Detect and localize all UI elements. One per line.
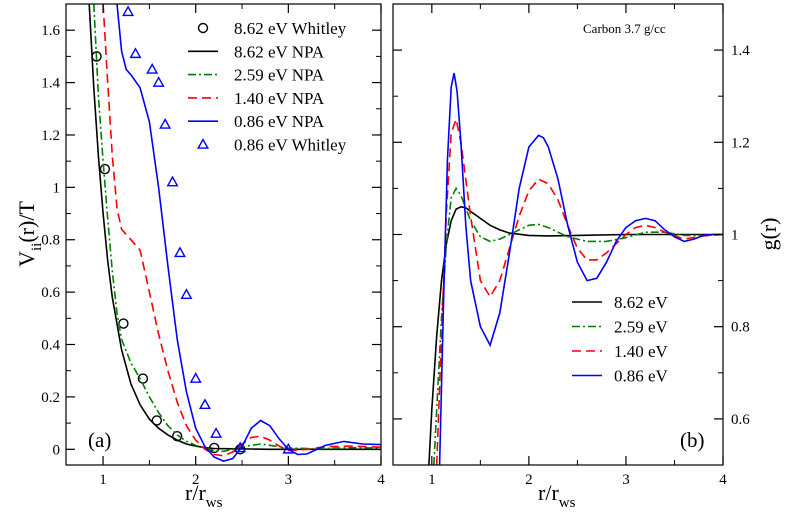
panel-a-frame xyxy=(65,3,382,466)
panel-a-series-0-86-ev-whitley-point xyxy=(122,5,135,17)
panel-b-series-1-40-ev-line xyxy=(435,116,723,465)
panel-a-legend-0-86-ev-whitley-swatch xyxy=(197,138,209,149)
panel-a-x-tick-label: 4 xyxy=(377,472,385,488)
panel-a-series-8-62-ev-whitley-point xyxy=(99,163,111,175)
panel-a-y-axis-title: Vii(r)/T xyxy=(14,201,45,267)
panel-a-curves xyxy=(88,4,381,462)
panel-a-y-tick-label: 0.8 xyxy=(41,233,60,249)
panel-a-x-axis-title: r/rws xyxy=(185,480,223,511)
panel-b-y-axis-title: g(r) xyxy=(756,218,781,251)
panel-b-curves xyxy=(428,72,723,465)
panel-a-y-tick-label: 0.6 xyxy=(41,285,60,301)
panel-a-series-8-62-ev-whitley-point xyxy=(118,318,129,329)
panel-a-series-0-86-ev-whitley-point xyxy=(210,427,223,438)
panel-a-series-0-86-ev-whitley-point xyxy=(146,63,159,74)
panel-a: 1 2 3 4 0 0.2 0.4 0.6 0.8 1 1.2 1.4 1.6 (a) 8.62 eV … xyxy=(14,3,385,511)
panel-a-x-tick-label: 2 xyxy=(192,472,200,488)
panel-a-series-0-86-ev-whitley-point xyxy=(152,76,165,87)
panel-b: 1 2 3 4 0.6 0.8 1 1.2 1.4 Carbon 3.7 g/cc (b) 8.… xyxy=(392,3,781,511)
panel-b-x-tick-label: 2 xyxy=(525,472,533,488)
panel-b-series-0-86-ev-line xyxy=(438,72,723,465)
panel-b-series-2-59-ev-line xyxy=(433,186,723,465)
panel-a-series-8-62-ev-whitley-point xyxy=(151,415,162,426)
panel-a-x-tick-label: 3 xyxy=(285,472,293,488)
panel-a-series-0-86-ev-whitley-point xyxy=(180,288,193,300)
panel-a-series-0-86-ev-npa-line xyxy=(116,4,381,462)
panel-a-legend-1-40-ev-npa-label: 1.40 eV NPA xyxy=(234,89,325,108)
panel-a-series-0-86-ev-whitley-point xyxy=(189,372,202,383)
panel-a-y-tick-label: 1 xyxy=(53,180,61,196)
panel-a-y-tick-label: 1.4 xyxy=(41,76,60,92)
panel-b-legend-0-86-ev-label: 0.86 eV xyxy=(614,367,669,386)
panel-b-y-tick-label: 0.6 xyxy=(731,412,750,428)
panel-b-legend-2-59-ev-label: 2.59 eV xyxy=(614,318,669,337)
panel-a-label: (a) xyxy=(88,428,111,452)
panel-b-x-tick-label: 4 xyxy=(719,472,727,488)
panel-a-ticks: 1 2 3 4 0 0.2 0.4 0.6 0.8 1 1.2 1.4 1.6 xyxy=(41,3,385,488)
panel-b-y-tick-label: 1.2 xyxy=(731,135,750,151)
panel-b-legend: 8.62 eV 2.59 eV 1.40 eV 0.86 eV xyxy=(572,293,669,386)
panel-a-series-2-59-ev-npa-line xyxy=(93,4,381,453)
panel-a-legend-8-62-ev-whitley-label: 8.62 eV Whitley xyxy=(234,19,347,38)
panel-a-y-tick-label: 0.4 xyxy=(41,338,60,354)
panel-b-y-tick-label: 1.4 xyxy=(731,43,750,59)
panel-a-series-0-86-ev-whitley-point xyxy=(159,118,172,129)
panel-a-y-tick-label: 1.6 xyxy=(41,23,60,39)
panel-b-legend-1-40-ev-label: 1.40 eV xyxy=(614,342,669,361)
panel-a-series-0-86-ev-whitley-point xyxy=(173,246,186,258)
panel-b-annotation: Carbon 3.7 g/cc xyxy=(583,21,666,36)
panel-b-series-8-62-ev-line xyxy=(428,205,723,465)
panel-a-legend-8-62-ev-npa-label: 8.62 eV NPA xyxy=(234,42,325,61)
panel-b-legend-8-62-ev-label: 8.62 eV xyxy=(614,293,669,312)
panel-a-legend-8-62-ev-whitley-swatch xyxy=(197,22,209,34)
panel-a-series-0-86-ev-whitley-point xyxy=(166,175,179,187)
panel-a-x-tick-label: 1 xyxy=(99,472,107,488)
panel-a-series-0-86-ev-whitley-point xyxy=(198,398,211,410)
panel-a-legend-0-86-ev-whitley-label: 0.86 eV Whitley xyxy=(234,136,347,155)
panel-b-x-axis-title: r/rws xyxy=(538,480,576,511)
panel-a-y-tick-label: 0.2 xyxy=(41,390,60,406)
panel-a-legend: 8.62 eV Whitley 8.62 eV NPA 2.59 eV NPA 1.4… xyxy=(188,19,347,155)
panel-a-legend-2-59-ev-npa-label: 2.59 eV NPA xyxy=(234,66,325,85)
panel-b-ticks: 1 2 3 4 0.6 0.8 1 1.2 1.4 xyxy=(393,3,750,488)
panel-a-series-0-86-ev-whitley-point xyxy=(234,441,247,453)
panel-a-series-0-86-ev-whitley-point xyxy=(129,47,142,59)
panel-b-label: (b) xyxy=(680,428,705,452)
panel-b-y-tick-label: 0.8 xyxy=(731,320,750,336)
panel-b-y-tick-label: 1 xyxy=(731,228,739,244)
panel-a-y-tick-label: 0 xyxy=(53,442,61,458)
panel-a-series-0-86-ev-whitley-point xyxy=(282,442,295,454)
panel-a-series-1-40-ev-npa-line xyxy=(102,4,381,457)
panel-a-y-tick-label: 1.2 xyxy=(41,128,60,144)
panel-a-legend-0-86-ev-npa-label: 0.86 eV NPA xyxy=(234,112,325,131)
panel-b-x-tick-label: 3 xyxy=(622,472,630,488)
panel-a-series-8-62-ev-npa-line xyxy=(88,4,381,451)
panel-b-x-tick-label: 1 xyxy=(428,472,436,488)
